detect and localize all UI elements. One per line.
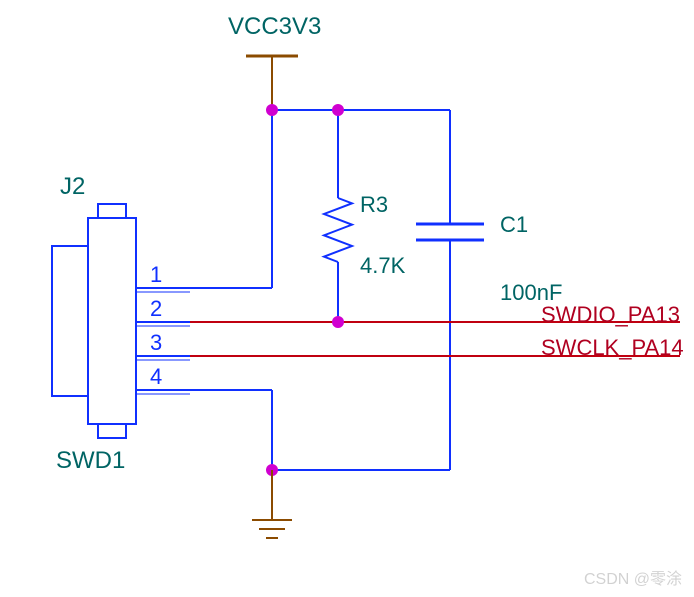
resistor-r3 [324,198,352,262]
label-swd1: SWD1 [56,447,125,474]
label-net_swdio: SWDIO_PA13 [541,302,680,327]
label-pin3: 3 [150,330,162,355]
connector-tab [98,204,126,218]
junction [266,104,278,116]
watermark: CSDN @零涂 [584,565,682,589]
junction [332,316,344,328]
label-r3_val: 4.7K [360,253,406,278]
label-c1_name: C1 [500,212,528,237]
junction [332,104,344,116]
label-r3_name: R3 [360,192,388,217]
connector-tab [98,424,126,438]
label-pin4: 4 [150,364,162,389]
label-pin2: 2 [150,296,162,321]
label-power: VCC3V3 [228,13,321,40]
schematic-canvas: VCC3V3J2SWD1R34.7KC1100nF1234SWDIO_PA13S… [0,0,694,597]
label-net_swclk: SWCLK_PA14 [541,335,684,360]
label-pin1: 1 [150,262,162,287]
connector-body [88,218,136,424]
label-j2: J2 [60,173,85,200]
